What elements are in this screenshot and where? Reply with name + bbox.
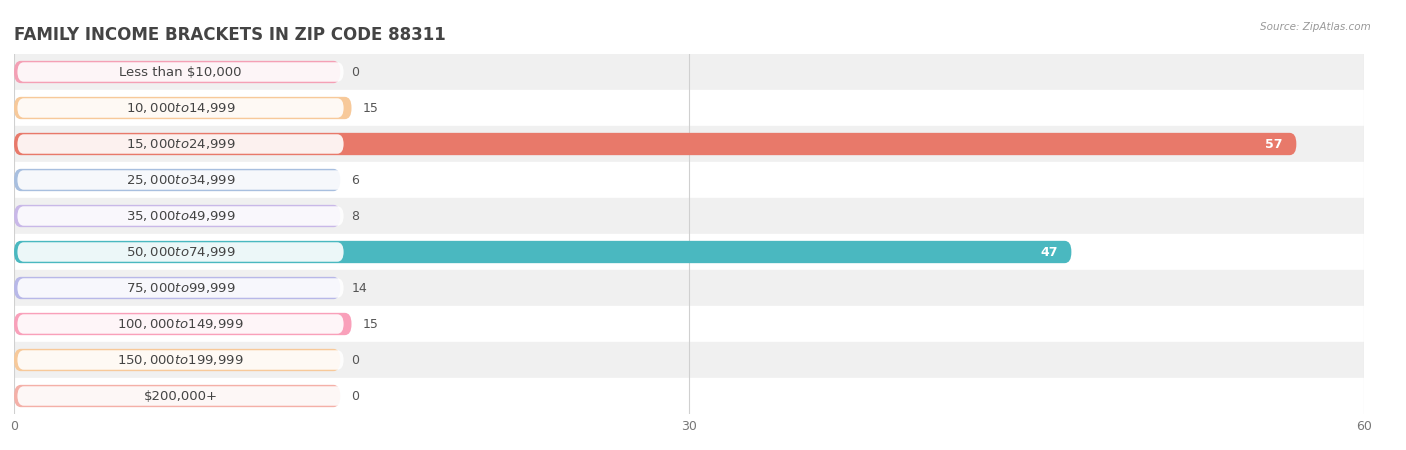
Bar	[14, 54, 1364, 90]
FancyBboxPatch shape	[14, 349, 340, 371]
Bar	[14, 90, 1364, 126]
Text: 0: 0	[352, 66, 360, 78]
Bar	[14, 162, 1364, 198]
Text: $25,000 to $34,999: $25,000 to $34,999	[125, 173, 235, 187]
Text: $35,000 to $49,999: $35,000 to $49,999	[125, 209, 235, 223]
Text: $100,000 to $149,999: $100,000 to $149,999	[117, 317, 243, 331]
FancyBboxPatch shape	[14, 133, 1296, 155]
Bar	[14, 234, 1364, 270]
Text: $50,000 to $74,999: $50,000 to $74,999	[125, 245, 235, 259]
Text: $200,000+: $200,000+	[143, 390, 218, 402]
FancyBboxPatch shape	[17, 206, 343, 226]
Text: $150,000 to $199,999: $150,000 to $199,999	[117, 353, 243, 367]
Text: 15: 15	[363, 102, 378, 114]
Text: $10,000 to $14,999: $10,000 to $14,999	[125, 101, 235, 115]
FancyBboxPatch shape	[17, 242, 343, 262]
Bar	[14, 126, 1364, 162]
Bar	[14, 378, 1364, 414]
FancyBboxPatch shape	[14, 61, 340, 83]
Text: 15: 15	[363, 318, 378, 330]
FancyBboxPatch shape	[14, 97, 352, 119]
Text: Less than $10,000: Less than $10,000	[120, 66, 242, 78]
FancyBboxPatch shape	[14, 313, 352, 335]
Bar	[14, 198, 1364, 234]
FancyBboxPatch shape	[14, 385, 340, 407]
Bar	[14, 342, 1364, 378]
FancyBboxPatch shape	[17, 278, 343, 298]
FancyBboxPatch shape	[14, 241, 1071, 263]
FancyBboxPatch shape	[14, 205, 340, 227]
Text: $15,000 to $24,999: $15,000 to $24,999	[125, 137, 235, 151]
Text: 0: 0	[352, 354, 360, 366]
Bar	[14, 270, 1364, 306]
FancyBboxPatch shape	[17, 62, 343, 82]
FancyBboxPatch shape	[17, 98, 343, 118]
FancyBboxPatch shape	[14, 169, 340, 191]
Text: Source: ZipAtlas.com: Source: ZipAtlas.com	[1260, 22, 1371, 32]
Text: 14: 14	[352, 282, 367, 294]
Bar	[14, 306, 1364, 342]
Text: 57: 57	[1265, 138, 1282, 150]
FancyBboxPatch shape	[14, 277, 340, 299]
Text: 47: 47	[1040, 246, 1057, 258]
Text: FAMILY INCOME BRACKETS IN ZIP CODE 88311: FAMILY INCOME BRACKETS IN ZIP CODE 88311	[14, 26, 446, 44]
FancyBboxPatch shape	[17, 350, 343, 370]
FancyBboxPatch shape	[17, 170, 343, 190]
Text: 8: 8	[352, 210, 360, 222]
FancyBboxPatch shape	[17, 134, 343, 154]
Text: 0: 0	[352, 390, 360, 402]
Text: $75,000 to $99,999: $75,000 to $99,999	[125, 281, 235, 295]
Text: 6: 6	[352, 174, 360, 186]
FancyBboxPatch shape	[17, 386, 343, 406]
FancyBboxPatch shape	[17, 314, 343, 334]
